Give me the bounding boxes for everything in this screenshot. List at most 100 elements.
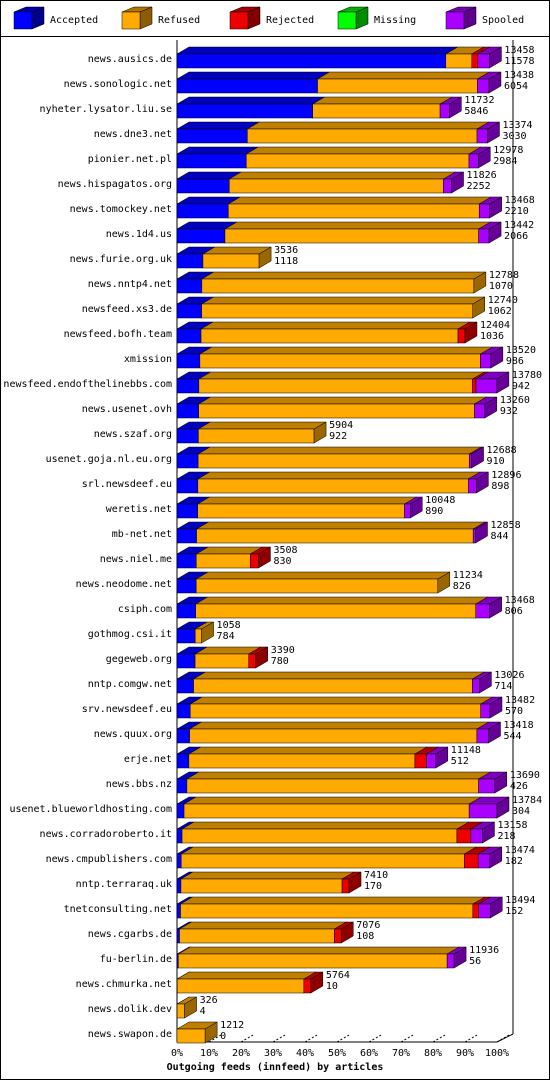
accepted-label: 2252 bbox=[467, 181, 491, 192]
bar-segment bbox=[176, 828, 183, 844]
y-tick-label: news.tomockey.net bbox=[70, 204, 172, 215]
bar-side bbox=[348, 871, 362, 894]
y-tick-label: erje.net bbox=[124, 754, 172, 765]
bar-top bbox=[246, 121, 490, 130]
bar-segment bbox=[193, 678, 473, 694]
bar-side bbox=[471, 446, 484, 469]
bar-top bbox=[179, 896, 486, 905]
bar-segment bbox=[176, 678, 194, 694]
bar-side bbox=[184, 996, 197, 1019]
bar-segment bbox=[312, 103, 441, 119]
bar-segment bbox=[468, 153, 479, 169]
bar-segment bbox=[176, 103, 313, 119]
bar-top bbox=[176, 121, 261, 130]
bar-segment bbox=[176, 578, 197, 594]
bar-segment bbox=[439, 103, 450, 119]
accepted-label: 2210 bbox=[505, 206, 529, 217]
bar-segment bbox=[176, 553, 197, 569]
bar-segment bbox=[477, 853, 491, 869]
accepted-label: 11578 bbox=[504, 56, 534, 67]
y-tick-label: srl.newsdeef.eu bbox=[82, 479, 172, 490]
bar-segment bbox=[197, 503, 405, 519]
x-axis-label: Outgoing feeds (innfeed) by articles bbox=[167, 1061, 384, 1073]
total-label: 13260 bbox=[500, 395, 530, 406]
bar-side bbox=[472, 296, 486, 319]
y-tick-label: newsfeed.endofthelinebbs.com bbox=[3, 379, 172, 390]
bar-side bbox=[341, 921, 354, 944]
bar-top bbox=[197, 421, 327, 430]
bar-segment bbox=[176, 703, 191, 719]
legend-swatch bbox=[121, 11, 141, 30]
bar-segment bbox=[194, 628, 202, 644]
bar-side bbox=[204, 1021, 218, 1044]
bar-side bbox=[482, 821, 495, 844]
bar-side bbox=[435, 746, 449, 769]
accepted-label: 2984 bbox=[493, 156, 517, 167]
bar-segment bbox=[456, 828, 472, 844]
legend-label: Spooled bbox=[482, 15, 524, 26]
bar-top bbox=[245, 146, 482, 155]
bar-segment bbox=[228, 203, 480, 219]
bar-segment bbox=[176, 1003, 185, 1019]
legend-label: Missing bbox=[374, 15, 416, 26]
bar-segment bbox=[176, 353, 201, 369]
accepted-label: 806 bbox=[505, 606, 523, 617]
bar-segment bbox=[176, 403, 199, 419]
bar-top bbox=[200, 321, 471, 330]
total-label: 13494 bbox=[505, 895, 535, 906]
bar-segment bbox=[446, 953, 455, 969]
bar-segment bbox=[176, 628, 196, 644]
bar-side bbox=[201, 621, 214, 644]
bar-segment bbox=[478, 203, 490, 219]
bar-segment bbox=[475, 603, 490, 619]
bar-segment bbox=[334, 928, 342, 944]
bar-segment bbox=[478, 778, 496, 794]
bar-segment bbox=[186, 778, 479, 794]
bar-segment bbox=[472, 378, 477, 394]
bar-segment bbox=[475, 378, 498, 394]
x-tick-label: 50% bbox=[328, 1048, 346, 1059]
total-label: 13158 bbox=[497, 820, 527, 831]
bar-segment bbox=[176, 978, 305, 994]
bar-segment bbox=[176, 278, 203, 294]
bar-segment bbox=[199, 353, 481, 369]
bar-side bbox=[410, 496, 423, 519]
bar-segment bbox=[176, 228, 226, 244]
bar-segment bbox=[176, 128, 248, 144]
total-label: 13468 bbox=[505, 595, 535, 606]
accepted-label: 784 bbox=[217, 631, 235, 642]
bar-side bbox=[494, 771, 508, 794]
accepted-label: 2066 bbox=[504, 231, 528, 242]
bar-segment bbox=[196, 528, 474, 544]
total-label: 326 bbox=[200, 995, 218, 1006]
bar-top bbox=[178, 921, 348, 930]
total-label: 13520 bbox=[506, 345, 536, 356]
y-tick-label: nntp.comgw.net bbox=[88, 679, 172, 690]
bar-segment bbox=[189, 703, 481, 719]
x-tick-label: 80% bbox=[424, 1048, 442, 1059]
bar-segment bbox=[181, 828, 458, 844]
bar-segment bbox=[303, 978, 312, 994]
y-tick-label: news.usenet.ovh bbox=[82, 404, 172, 415]
y-tick-label: news.cgarbs.de bbox=[88, 929, 172, 940]
accepted-label: 1118 bbox=[274, 256, 298, 267]
bar-segment bbox=[176, 878, 182, 894]
bar-segment bbox=[176, 928, 180, 944]
y-tick-label: news.niel.me bbox=[100, 554, 172, 565]
bar-segment bbox=[478, 903, 491, 919]
legend-label: Refused bbox=[158, 15, 200, 26]
y-tick-label: weretis.net bbox=[106, 504, 172, 515]
bar-top bbox=[197, 446, 483, 455]
accepted-label: 4 bbox=[200, 1006, 206, 1017]
bar-segment bbox=[248, 653, 256, 669]
bar-top bbox=[316, 71, 491, 80]
y-tick-label: gegeweb.org bbox=[106, 654, 172, 665]
bar-segment bbox=[472, 678, 480, 694]
accepted-label: 10 bbox=[326, 981, 338, 992]
bar-segment bbox=[176, 478, 199, 494]
y-tick-label: news.cmpublishers.com bbox=[46, 854, 172, 865]
bar-segment bbox=[176, 453, 199, 469]
total-label: 13374 bbox=[502, 120, 532, 131]
accepted-label: 3030 bbox=[502, 131, 526, 142]
